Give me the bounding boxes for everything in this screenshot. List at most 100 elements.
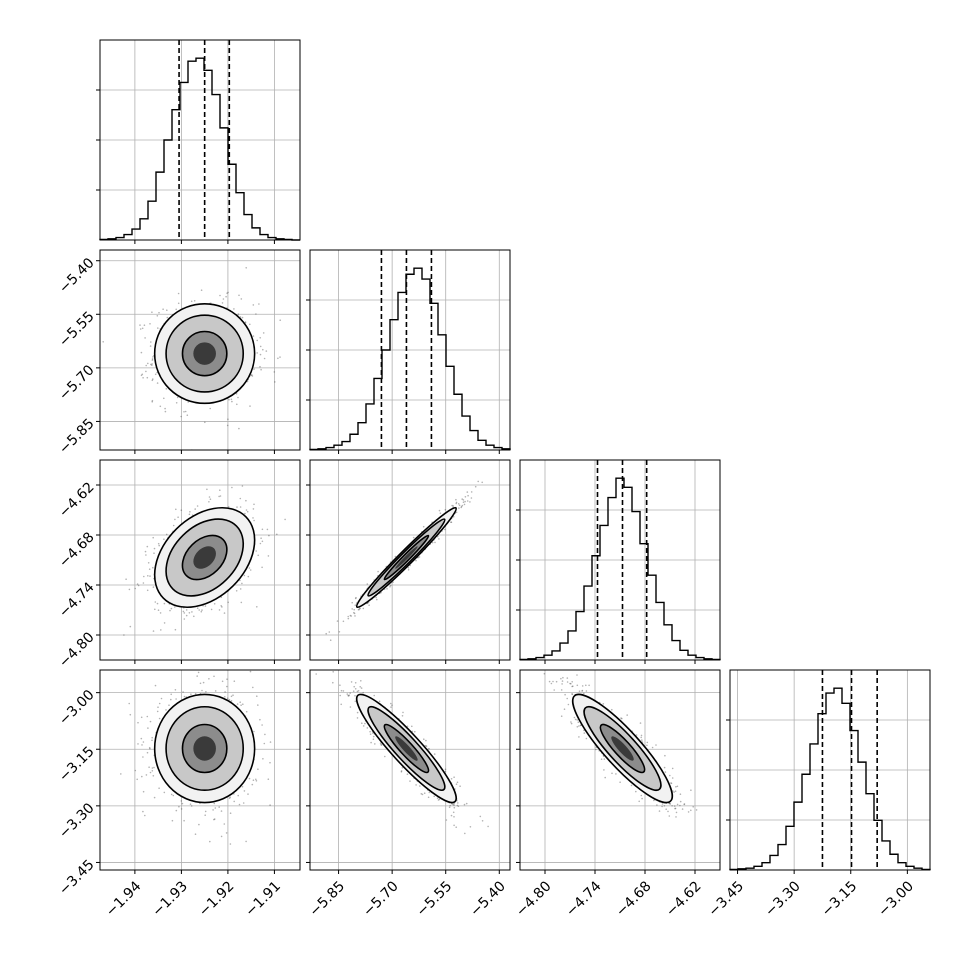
scatter-point xyxy=(152,586,155,588)
panel-grid xyxy=(100,250,300,450)
scatter-point xyxy=(213,818,215,821)
hist-panel-3 xyxy=(516,459,721,664)
scatter-point xyxy=(668,815,671,817)
scatter-point xyxy=(391,704,393,706)
panel-frame xyxy=(519,459,721,661)
scatter-point xyxy=(669,803,672,805)
scatter-point xyxy=(137,721,139,724)
scatter-point xyxy=(151,770,154,772)
scatter-point xyxy=(220,810,223,812)
scatter-point xyxy=(262,758,264,760)
scatter-point xyxy=(128,588,131,591)
scatter-point xyxy=(191,611,193,613)
scatter-point xyxy=(139,324,141,326)
scatter-point xyxy=(481,481,484,484)
scatter-point xyxy=(253,368,255,370)
scatter-point xyxy=(226,697,229,699)
scatter-point xyxy=(400,770,403,772)
scatter-point xyxy=(469,501,471,503)
scatter-point xyxy=(168,704,170,706)
scatter-point xyxy=(477,480,480,483)
scatter-point xyxy=(347,617,350,620)
scatter-point xyxy=(239,497,242,500)
scatter-point xyxy=(236,506,238,508)
scatter-point xyxy=(165,533,168,536)
density-contours xyxy=(153,693,256,804)
scatter-point xyxy=(611,772,613,775)
scatter-point xyxy=(603,758,606,760)
scatter-point xyxy=(339,684,341,686)
scatter-point xyxy=(238,294,240,297)
scatter-point xyxy=(409,780,411,782)
density-contours xyxy=(153,506,256,609)
scatter-point xyxy=(240,704,242,706)
scatter-point xyxy=(141,775,143,778)
scatter-point xyxy=(152,566,154,569)
scatter-point xyxy=(151,359,154,361)
scatter-point xyxy=(141,373,144,376)
scatter-point xyxy=(163,602,166,605)
scatter-point xyxy=(136,778,138,781)
scatter-point xyxy=(208,501,210,503)
scatter-panel-3-2 xyxy=(306,459,511,664)
scatter-point xyxy=(400,771,403,773)
scatter-point xyxy=(198,609,200,611)
scatter-point xyxy=(356,690,359,693)
scatter-point xyxy=(279,319,282,322)
scatter-point xyxy=(255,780,258,782)
scatter-point xyxy=(157,327,159,329)
scatter-point xyxy=(235,590,238,592)
scatter-point xyxy=(392,581,394,583)
scatter-point xyxy=(353,612,356,615)
scatter-point xyxy=(256,339,259,342)
scatter-point xyxy=(664,771,667,773)
scatter-point xyxy=(376,598,378,601)
density-peak xyxy=(193,546,216,569)
scatter-point xyxy=(360,680,362,682)
scatter-point xyxy=(261,528,264,531)
scatter-point xyxy=(218,495,220,498)
scatter-point xyxy=(358,607,361,609)
hist-grid xyxy=(520,460,720,660)
hist-panel-2 xyxy=(306,249,511,454)
scatter-point xyxy=(683,803,685,806)
scatter-point xyxy=(460,506,463,509)
density-peak xyxy=(395,546,418,569)
scatter-point xyxy=(154,373,157,376)
scatter-point xyxy=(228,698,231,701)
scatter-point xyxy=(193,300,196,302)
scatter-point xyxy=(570,722,573,725)
scatter-point xyxy=(673,805,676,807)
scatter-point xyxy=(380,744,383,746)
scatter-point xyxy=(261,540,264,543)
scatter-point xyxy=(251,374,253,376)
scatter-point xyxy=(174,628,177,631)
scatter-point xyxy=(455,826,458,828)
scatter-point xyxy=(246,510,249,513)
scatter-point xyxy=(356,717,359,719)
scatter-point xyxy=(149,747,151,750)
scatter-point xyxy=(153,796,156,799)
scatter-point xyxy=(611,708,613,711)
scatter-point xyxy=(273,371,276,373)
scatter-point xyxy=(201,609,203,611)
hist-grid xyxy=(730,670,930,870)
scatter-point xyxy=(156,315,159,317)
scatter-point xyxy=(237,396,239,399)
scatter-point xyxy=(350,615,353,617)
scatter-point xyxy=(134,769,137,772)
scatter-point xyxy=(371,732,374,734)
scatter-point xyxy=(261,566,263,569)
scatter-point xyxy=(239,588,242,590)
scatter-point xyxy=(146,545,149,548)
scatter-point xyxy=(162,308,164,311)
scatter-point xyxy=(674,807,676,810)
scatter-point xyxy=(125,578,127,580)
histogram-steps xyxy=(309,267,511,451)
scatter-point xyxy=(600,758,603,760)
scatter-point xyxy=(255,695,258,697)
contour-line-3 xyxy=(383,723,430,774)
scatter-point xyxy=(200,610,203,613)
scatter-point xyxy=(227,601,229,604)
scatter-point xyxy=(434,541,436,544)
